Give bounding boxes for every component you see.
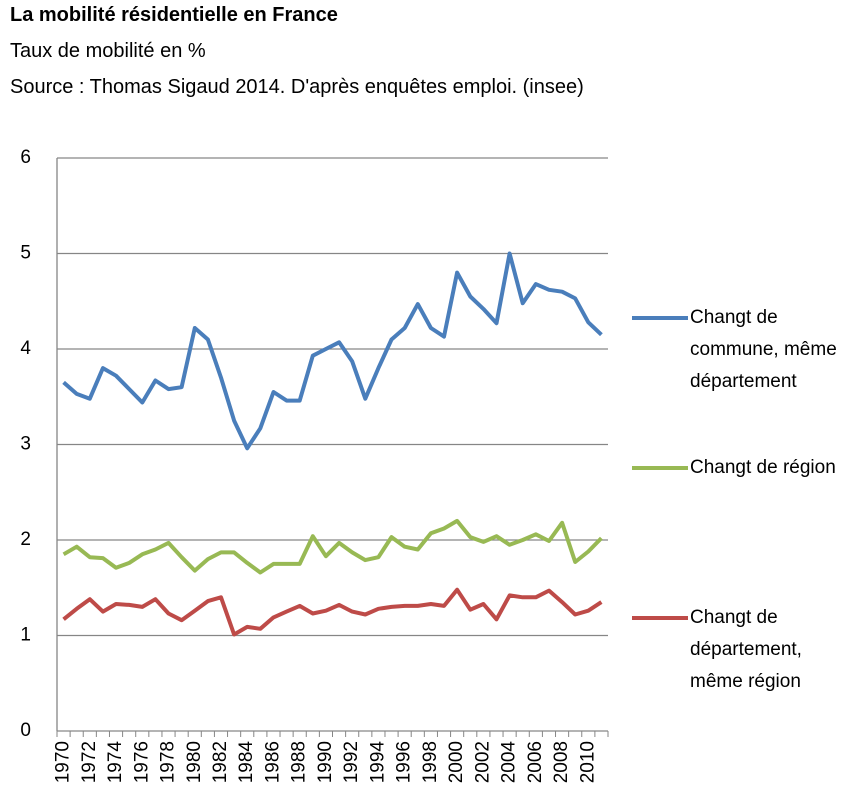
x-tick-label: 2010 [577, 741, 598, 783]
x-tick-label: 1974 [105, 741, 126, 784]
x-tick-label: 2008 [551, 741, 572, 783]
x-tick-label: 2006 [525, 741, 546, 783]
y-tick-label: 4 [20, 338, 31, 359]
y-tick-label: 3 [20, 434, 31, 455]
chart-subtitle: Taux de mobilité en % [10, 40, 206, 62]
legend-label: Changt de région [690, 457, 836, 478]
x-tick-label: 1982 [210, 741, 231, 783]
x-tick-label: 1986 [262, 741, 283, 783]
y-tick-label: 6 [20, 147, 31, 168]
x-tick-label: 1996 [394, 741, 415, 783]
chart-source: Source : Thomas Sigaud 2014. D'après enq… [10, 76, 584, 98]
x-tick-label: 1984 [236, 741, 257, 784]
line-series [62, 518, 603, 575]
x-tick-label: 1978 [158, 741, 179, 783]
x-tick-label: 1988 [289, 741, 310, 783]
y-tick-label: 1 [20, 625, 31, 646]
x-tick-label: 1998 [420, 741, 441, 783]
x-tick-label: 1990 [315, 741, 336, 783]
legend-label: Changt de commune, même département [690, 307, 837, 392]
x-tick-label: 1970 [53, 741, 74, 783]
x-tick-label: 1976 [131, 741, 152, 783]
legend-label: Changt de département, même région [690, 607, 802, 692]
y-tick-label: 2 [20, 529, 31, 550]
x-tick-label: 1980 [184, 741, 205, 783]
y-tick-label: 5 [20, 243, 31, 264]
x-tick-label: 1992 [341, 741, 362, 783]
line-series [62, 587, 603, 637]
x-tick-label: 1972 [79, 741, 100, 783]
y-tick-label: 0 [20, 720, 31, 741]
x-tick-label: 2004 [499, 741, 520, 784]
chart-title: La mobilité résidentielle en France [10, 4, 338, 26]
x-tick-label: 2002 [472, 741, 493, 783]
line-series [62, 251, 603, 451]
x-tick-label: 1994 [367, 741, 388, 784]
x-tick-label: 2000 [446, 741, 467, 783]
